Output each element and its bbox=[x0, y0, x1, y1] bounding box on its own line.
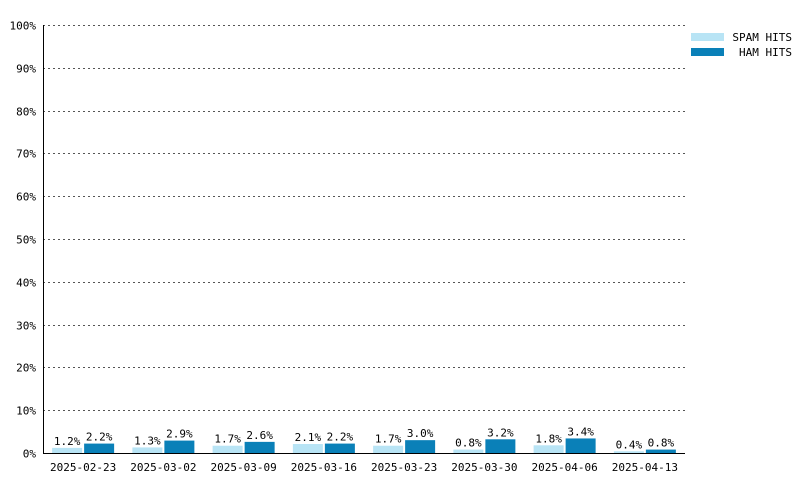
data-label: 0.8% bbox=[455, 437, 482, 450]
y-tick-label: 50% bbox=[16, 234, 36, 247]
data-label: 2.2% bbox=[86, 431, 113, 444]
data-label: 1.7% bbox=[214, 433, 241, 446]
x-tick-label: 2025-02-23 bbox=[50, 461, 116, 474]
y-tick-label: 30% bbox=[16, 320, 36, 333]
x-tick-label: 2025-03-30 bbox=[451, 461, 517, 474]
legend-swatch bbox=[691, 33, 724, 41]
x-axis-ticks: 2025-02-23 2025-03-02 2025-03-09 2025-03-16… bbox=[50, 461, 678, 474]
x-tick-label: 2025-03-23 bbox=[371, 461, 437, 474]
data-label: 2.6% bbox=[246, 429, 273, 442]
bar bbox=[212, 445, 243, 453]
bar bbox=[84, 443, 115, 453]
grid-lines bbox=[43, 25, 685, 411]
bar bbox=[453, 449, 484, 453]
bar bbox=[164, 440, 195, 453]
data-label: 1.3% bbox=[134, 434, 161, 447]
data-label: 1.7% bbox=[375, 433, 402, 446]
bar bbox=[533, 445, 564, 453]
bars: 1.2% 2.2% 1.3% 2.9% 1.7% 2.6% 2.1% 2.2% 1.7% 3.0%… bbox=[52, 425, 676, 453]
y-tick-label: 40% bbox=[16, 277, 36, 290]
x-tick-label: 2025-04-13 bbox=[612, 461, 678, 474]
bar bbox=[565, 438, 596, 453]
bar bbox=[324, 443, 355, 453]
y-tick-label: 0% bbox=[23, 448, 37, 461]
data-label: 0.4% bbox=[616, 438, 643, 451]
data-label: 2.9% bbox=[166, 428, 193, 441]
y-tick-label: 70% bbox=[16, 148, 36, 161]
data-label: 2.1% bbox=[295, 431, 322, 444]
data-label: 3.0% bbox=[407, 427, 434, 440]
data-label: 1.2% bbox=[54, 435, 81, 448]
y-axis-ticks: 0% 10% 20% 30% 40% 50% 60% 70% 80% 90% 100% bbox=[10, 20, 37, 461]
legend-swatch bbox=[691, 48, 724, 56]
data-label: 3.4% bbox=[567, 425, 594, 438]
bar bbox=[613, 451, 644, 453]
x-tick-label: 2025-03-02 bbox=[130, 461, 196, 474]
y-tick-label: 90% bbox=[16, 63, 36, 76]
data-label: 2.2% bbox=[327, 431, 354, 444]
y-tick-label: 20% bbox=[16, 362, 36, 375]
legend-label: HAM HITS bbox=[739, 46, 792, 59]
y-tick-label: 10% bbox=[16, 405, 36, 418]
y-tick-label: 80% bbox=[16, 106, 36, 119]
data-label: 3.2% bbox=[487, 426, 514, 439]
bar bbox=[373, 445, 404, 453]
legend-label: SPAM HITS bbox=[732, 31, 792, 44]
y-tick-label: 60% bbox=[16, 191, 36, 204]
data-label: 0.8% bbox=[648, 437, 675, 450]
legend: SPAM HITS HAM HITS bbox=[691, 31, 792, 59]
bar bbox=[645, 449, 676, 453]
x-tick-label: 2025-03-16 bbox=[291, 461, 357, 474]
y-tick-label: 100% bbox=[10, 20, 37, 33]
bar bbox=[405, 440, 436, 453]
x-tick-label: 2025-03-09 bbox=[211, 461, 277, 474]
bar bbox=[244, 441, 275, 453]
bar bbox=[52, 447, 83, 453]
x-tick-label: 2025-04-06 bbox=[532, 461, 598, 474]
data-label: 1.8% bbox=[535, 432, 562, 445]
bar bbox=[485, 439, 516, 453]
bar bbox=[292, 444, 323, 453]
bar bbox=[132, 447, 163, 453]
